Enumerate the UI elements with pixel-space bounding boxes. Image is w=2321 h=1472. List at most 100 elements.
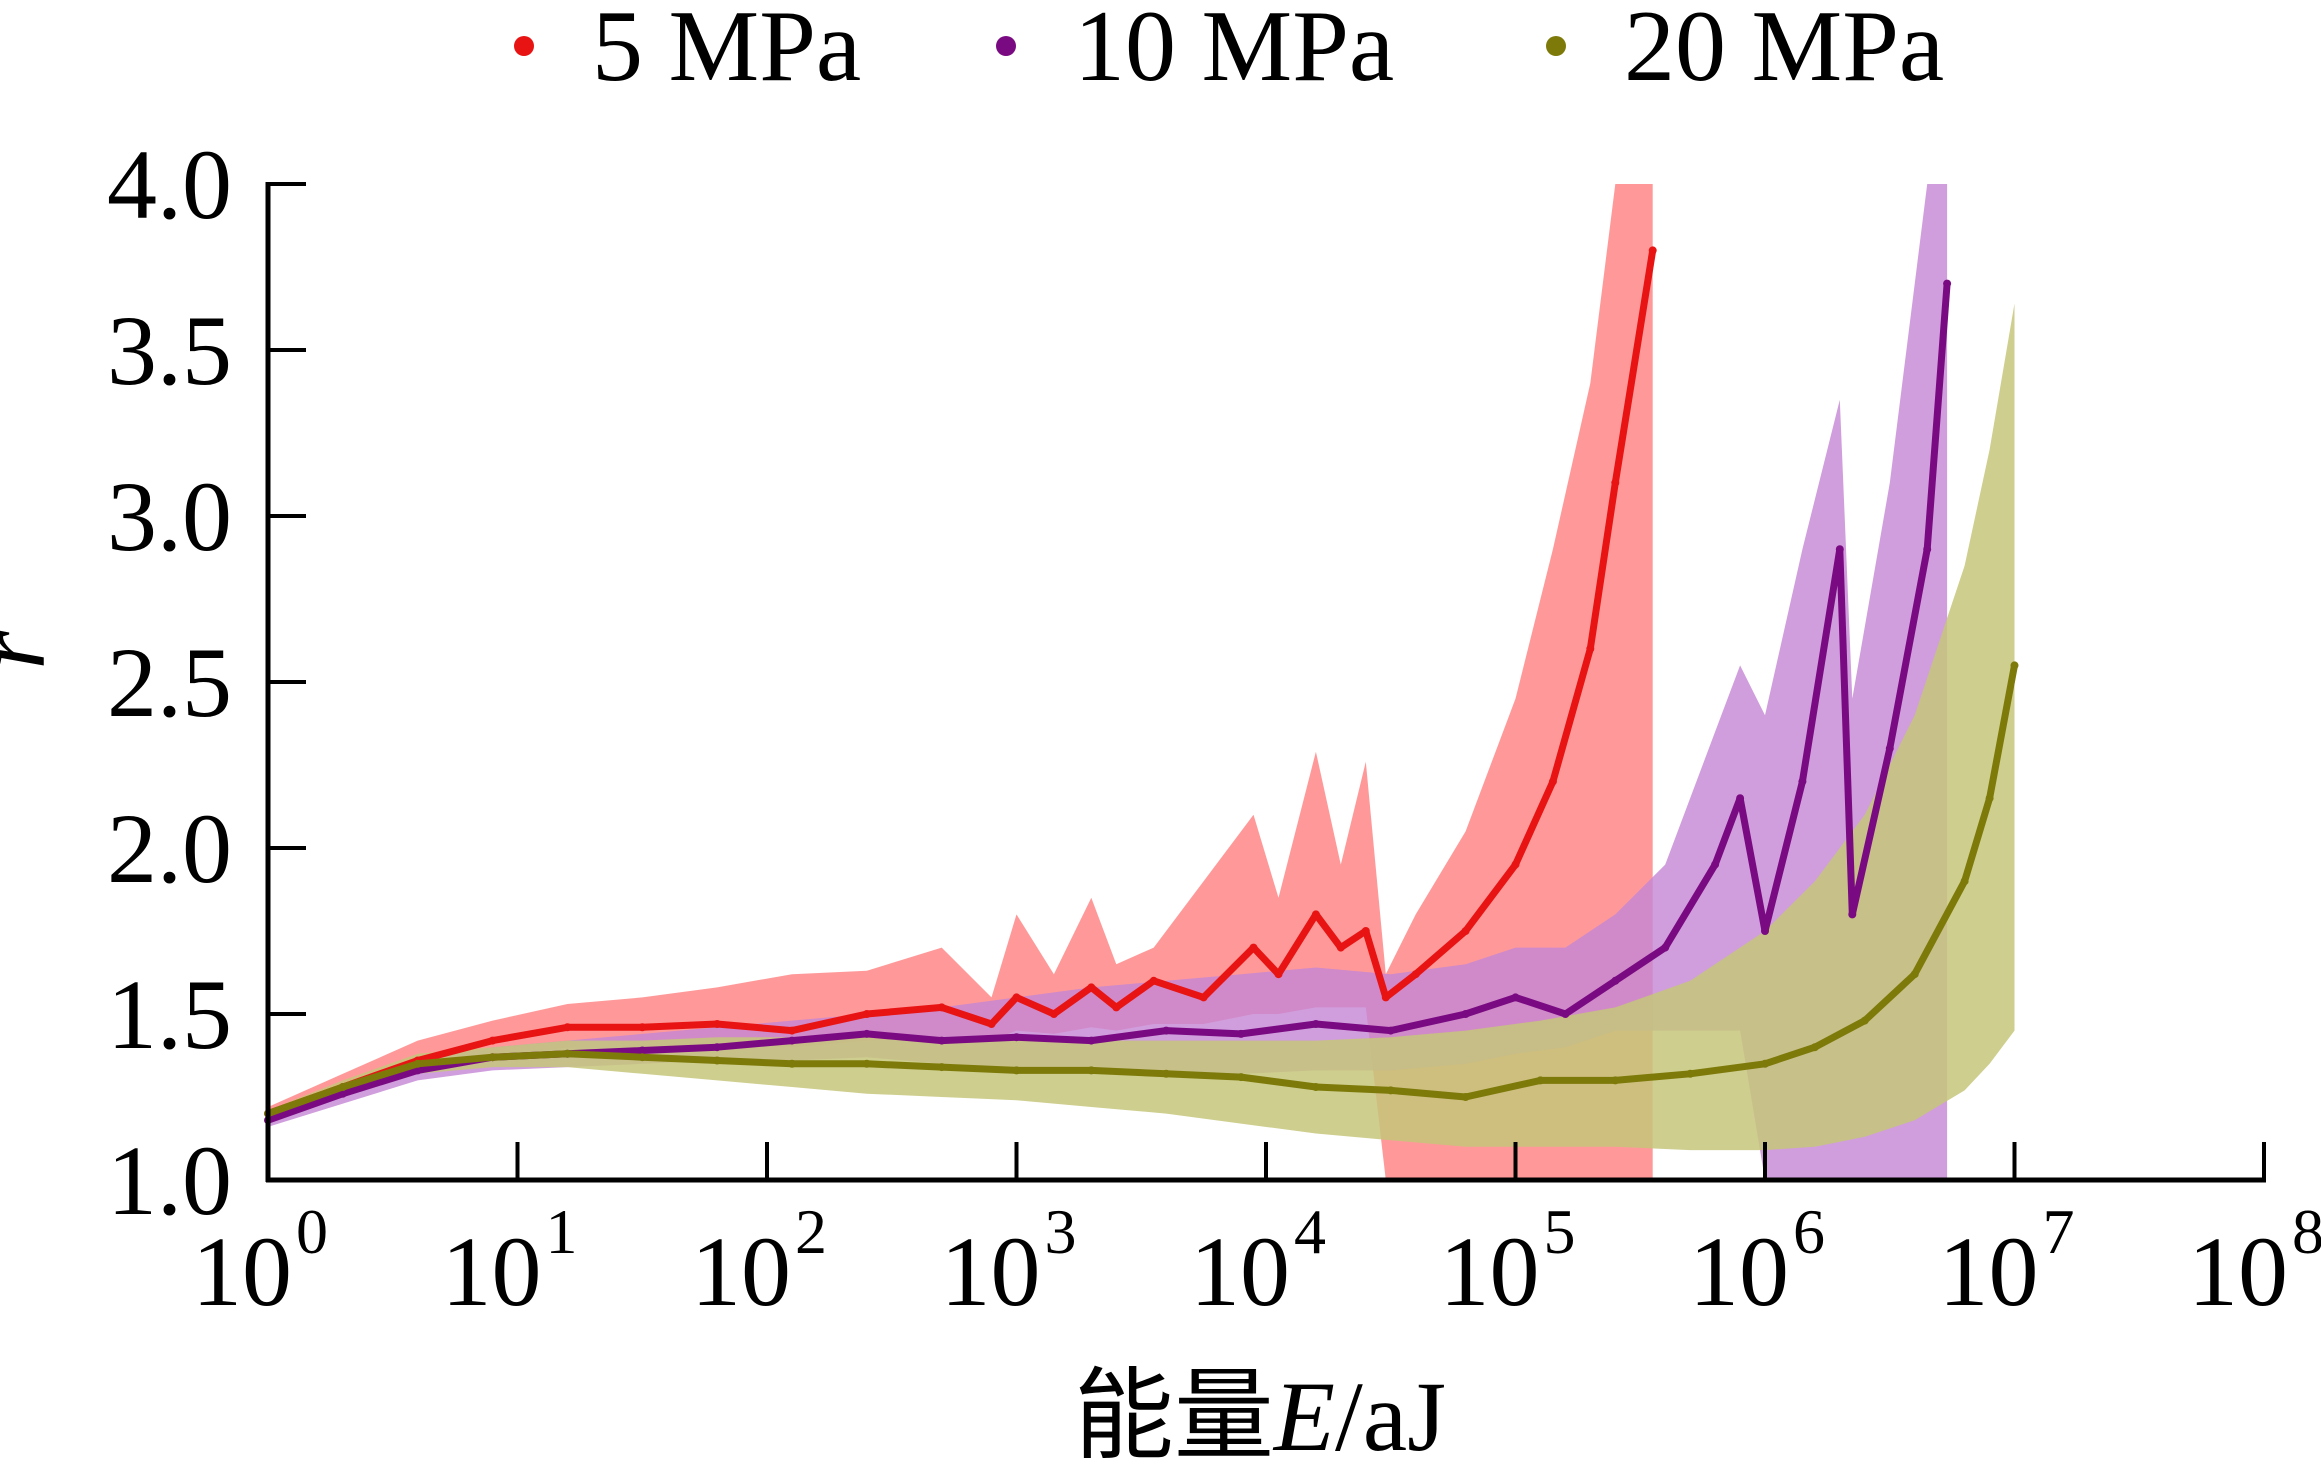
x-tick-label: 103 xyxy=(941,1196,1077,1327)
x-tick-exponent: 7 xyxy=(2043,1196,2075,1267)
x-tick-base: 10 xyxy=(691,1216,791,1327)
data-point-10mpa xyxy=(1511,993,1520,1002)
x-tick-label: 107 xyxy=(1939,1196,2075,1327)
data-point-20mpa xyxy=(488,1053,497,1062)
x-tick-exponent: 8 xyxy=(2292,1196,2321,1267)
data-point-5mpa xyxy=(1648,246,1657,255)
x-axis-title: 能量E/aJ xyxy=(1074,1361,1446,1472)
data-point-5mpa xyxy=(1611,478,1620,487)
data-point-20mpa xyxy=(1611,1076,1620,1085)
series-lines xyxy=(264,246,2019,1125)
data-point-10mpa xyxy=(1923,545,1932,554)
data-point-5mpa xyxy=(1012,993,1021,1002)
legend-label-10mpa: 10 MPa xyxy=(1074,0,1395,103)
data-point-5mpa xyxy=(1411,970,1420,979)
data-point-5mpa xyxy=(1511,860,1520,869)
x-tick-base: 10 xyxy=(442,1216,542,1327)
x-axis-title-variable: E xyxy=(1272,1361,1335,1472)
data-point-10mpa xyxy=(1461,1010,1470,1018)
data-point-5mpa xyxy=(1249,943,1258,952)
x-tick-label: 108 xyxy=(2188,1196,2321,1327)
data-point-10mpa xyxy=(1012,1033,1021,1042)
data-point-10mpa xyxy=(788,1036,796,1045)
data-point-10mpa xyxy=(338,1089,347,1098)
data-point-10mpa xyxy=(638,1046,647,1055)
data-point-20mpa xyxy=(1012,1066,1021,1075)
legend-marker-10mpa xyxy=(996,36,1016,56)
x-tick-exponent: 5 xyxy=(1544,1196,1576,1267)
data-point-5mpa xyxy=(638,1023,647,1032)
data-point-20mpa xyxy=(1311,1083,1320,1091)
data-point-10mpa xyxy=(1661,943,1670,952)
y-tick-label: 3.0 xyxy=(107,461,232,572)
data-point-20mpa xyxy=(1985,794,1994,803)
y-tick-label: 1.5 xyxy=(107,959,232,1070)
x-tick-exponent: 6 xyxy=(1793,1196,1825,1267)
data-point-5mpa xyxy=(1461,927,1470,935)
data-point-20mpa xyxy=(563,1049,572,1058)
data-point-10mpa xyxy=(1761,927,1769,935)
data-point-5mpa xyxy=(488,1036,497,1045)
y-ticks: 1.0 1.5 2.0 2.5 3.0 3.5 4.0 xyxy=(107,129,306,1236)
x-tick-label: 102 xyxy=(691,1196,827,1327)
data-point-20mpa xyxy=(1162,1069,1171,1078)
x-tick-base: 10 xyxy=(1190,1216,1290,1327)
data-point-20mpa xyxy=(1686,1069,1695,1078)
x-tick-base: 10 xyxy=(1939,1216,2039,1327)
x-tick-exponent: 1 xyxy=(546,1196,578,1267)
x-tick-base: 10 xyxy=(941,1216,1041,1327)
data-point-5mpa xyxy=(1586,644,1595,653)
data-point-20mpa xyxy=(937,1063,946,1072)
data-point-10mpa xyxy=(1885,744,1894,753)
x-tick-base: 10 xyxy=(2188,1216,2288,1327)
x-axis-title-prefix: 能量 xyxy=(1074,1361,1274,1472)
data-point-20mpa xyxy=(413,1059,422,1068)
data-point-5mpa xyxy=(713,1020,722,1028)
data-point-5mpa xyxy=(1049,1010,1058,1018)
x-tick-exponent: 3 xyxy=(1045,1196,1077,1267)
legend-marker-5mpa xyxy=(514,36,534,56)
data-point-10mpa xyxy=(1943,279,1952,288)
data-point-5mpa xyxy=(862,1010,871,1018)
data-point-20mpa xyxy=(788,1059,796,1068)
data-point-10mpa xyxy=(1736,794,1745,803)
data-point-20mpa xyxy=(1386,1086,1395,1095)
data-point-20mpa xyxy=(638,1053,647,1062)
data-point-10mpa xyxy=(1561,1010,1570,1018)
x-tick-base: 10 xyxy=(1440,1216,1540,1327)
data-point-20mpa xyxy=(338,1083,347,1091)
data-point-10mpa xyxy=(937,1036,946,1045)
data-point-5mpa xyxy=(1274,970,1283,979)
data-point-5mpa xyxy=(1112,1003,1121,1012)
x-tick-base: 10 xyxy=(1689,1216,1789,1327)
data-point-20mpa xyxy=(1237,1073,1245,1082)
data-point-20mpa xyxy=(1087,1066,1096,1075)
x-tick-label: 104 xyxy=(1190,1196,1326,1327)
y-tick-label: 2.0 xyxy=(107,793,232,904)
mean-line-5mpa xyxy=(266,249,1657,1117)
data-point-10mpa xyxy=(413,1066,422,1075)
data-point-10mpa xyxy=(1237,1029,1245,1038)
data-point-10mpa xyxy=(1798,777,1807,786)
data-point-10mpa xyxy=(1848,910,1857,919)
data-point-5mpa xyxy=(1548,777,1557,786)
y-tick-label: 2.5 xyxy=(107,627,232,738)
data-point-5mpa xyxy=(987,1020,996,1028)
data-point-20mpa xyxy=(1910,970,1919,979)
data-point-20mpa xyxy=(1761,1059,1769,1068)
x-tick-exponent: 4 xyxy=(1294,1196,1326,1267)
data-point-20mpa xyxy=(862,1059,871,1068)
data-point-20mpa xyxy=(1960,877,1969,886)
data-point-20mpa xyxy=(713,1056,722,1065)
data-point-5mpa xyxy=(937,1003,946,1012)
data-point-20mpa xyxy=(2010,661,2019,670)
y-tick-label: 1.0 xyxy=(107,1125,232,1236)
x-tick-label: 100 xyxy=(192,1196,328,1327)
x-tick-exponent: 0 xyxy=(296,1196,328,1267)
data-point-10mpa xyxy=(862,1029,871,1038)
legend-item-20mpa: 20 MPa xyxy=(1546,0,1944,102)
data-point-10mpa xyxy=(1087,1036,1096,1045)
data-point-20mpa xyxy=(1536,1076,1545,1085)
data-point-10mpa xyxy=(1835,545,1844,554)
y-tick-label: 3.5 xyxy=(107,295,232,406)
